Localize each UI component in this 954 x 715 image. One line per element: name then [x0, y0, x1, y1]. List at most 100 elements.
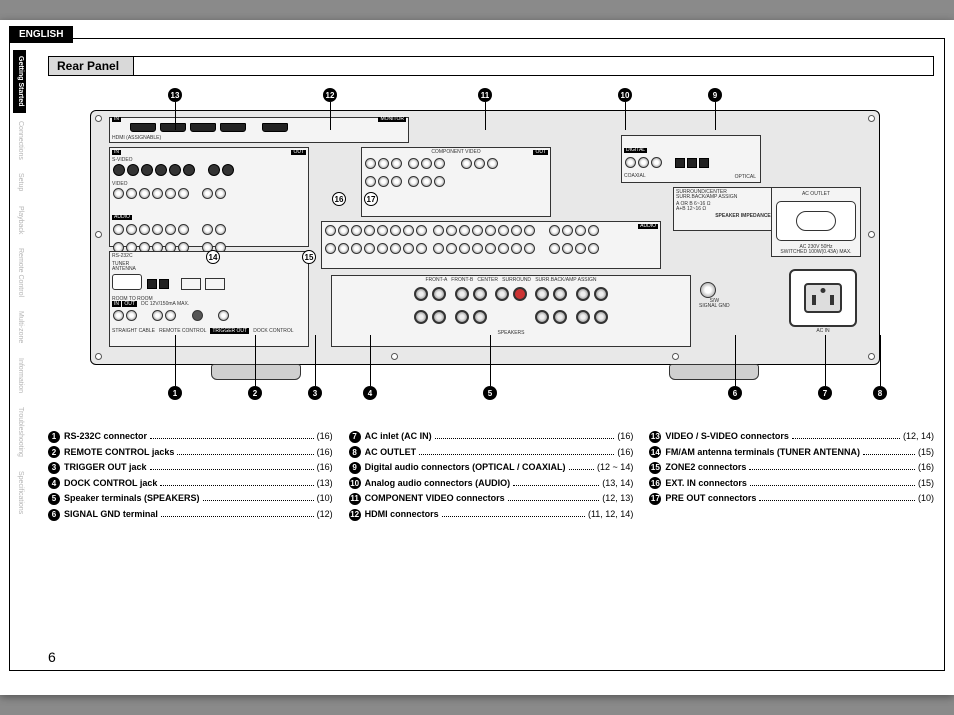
callout-number: 8: [873, 386, 887, 400]
legend-page: (13): [317, 477, 333, 490]
legend-dots: [442, 516, 585, 517]
callout-number: 5: [483, 386, 497, 400]
legend-number: 5: [48, 493, 60, 505]
legend-label: REMOTE CONTROL jacks: [64, 446, 174, 459]
side-nav: Getting StartedConnectionsSetupPlaybackR…: [13, 50, 26, 522]
callout-number: 17: [364, 192, 378, 206]
rule: [944, 38, 945, 671]
rule: [9, 38, 945, 39]
callout-number: 10: [618, 88, 632, 102]
legend-label: Analog audio connectors (AUDIO): [365, 477, 511, 490]
legend-number: 17: [649, 493, 661, 505]
legend-page: (12, 13): [602, 492, 633, 505]
legend-item: 1RS-232C connector(16): [48, 430, 333, 443]
legend-dots: [750, 485, 915, 486]
legend-page: (16): [918, 461, 934, 474]
legend-dots: [419, 454, 614, 455]
callout-number: 6: [728, 386, 742, 400]
legend-item: 17 PRE OUT connectors (10): [649, 492, 934, 505]
callout-number: 4: [363, 386, 377, 400]
legend-page: (15): [918, 446, 934, 459]
legend-number: 12: [349, 509, 361, 521]
side-nav-item: Playback: [13, 200, 26, 240]
legend-item: 4 DOCK CONTROL jack (13): [48, 477, 333, 490]
legend-dots: [863, 454, 915, 455]
legend-number: 3: [48, 462, 60, 474]
legend-number: 7: [349, 431, 361, 443]
legend-page: (16): [317, 446, 333, 459]
legend-number: 15: [649, 462, 661, 474]
callout-number: 16: [332, 192, 346, 206]
legend-label: RS-232C connector: [64, 430, 147, 443]
section-title-bar: Rear Panel: [48, 56, 934, 76]
legend-dots: [161, 516, 314, 517]
page-number: 6: [48, 649, 56, 665]
callout-number: 3: [308, 386, 322, 400]
legend-dots: [177, 454, 313, 455]
legend-dots: [513, 485, 599, 486]
legend-label: AC OUTLET: [365, 446, 417, 459]
legend-dots: [792, 438, 900, 439]
legend-label: HDMI connectors: [365, 508, 439, 521]
legend-label: VIDEO / S-VIDEO connectors: [665, 430, 789, 443]
legend-item: 3 TRIGGER OUT jack (16): [48, 461, 333, 474]
legend-number: 6: [48, 509, 60, 521]
legend-item: 6SIGNAL GND terminal(12): [48, 508, 333, 521]
legend-item: 14FM/AM antenna terminals (TUNER ANTENNA…: [649, 446, 934, 459]
legend-number: 4: [48, 477, 60, 489]
legend-label: AC inlet (AC IN): [365, 430, 432, 443]
side-nav-item: Remote Control: [13, 242, 26, 303]
side-nav-item: Connections: [13, 115, 26, 166]
legend-item: 11COMPONENT VIDEO connectors(12, 13): [349, 492, 634, 505]
legend-item: 13VIDEO / S-VIDEO connectors(12, 14): [649, 430, 934, 443]
legend-item: 15 ZONE2 connectors (16): [649, 461, 934, 474]
legend-dots: [203, 500, 314, 501]
legend-page: (11, 12, 14): [588, 508, 633, 521]
callout-number: 13: [168, 88, 182, 102]
legend-dots: [150, 469, 314, 470]
legend-number: 2: [48, 446, 60, 458]
legend-label: DOCK CONTROL jack: [64, 477, 157, 490]
legend-dots: [150, 438, 314, 439]
legend-item: 7AC inlet (AC IN)(16): [349, 430, 634, 443]
callout-number: 9: [708, 88, 722, 102]
side-nav-item: Information: [13, 352, 26, 399]
legend-number: 14: [649, 446, 661, 458]
side-nav-item: Multi-zone: [13, 305, 26, 349]
legend-page: (12): [317, 508, 333, 521]
legend-label: ZONE2 connectors: [665, 461, 746, 474]
legend-page: (16): [317, 461, 333, 474]
rear-panel-diagram: IN HDMI (ASSIGNABLE) MONITOR IN OUT S-VI…: [70, 88, 900, 393]
legend-dots: [160, 485, 313, 486]
legend-page: (10): [317, 492, 333, 505]
legend-page: (13, 14): [602, 477, 633, 490]
callout-number: 7: [818, 386, 832, 400]
callout-legend: 1 RS-232C connector (16) 2 REMOTE CONTROL ja…: [48, 430, 934, 524]
legend-number: 16: [649, 477, 661, 489]
callout-number: 15: [302, 250, 316, 264]
legend-page: (12, 14): [903, 430, 934, 443]
legend-label: PRE OUT connectors: [665, 492, 756, 505]
legend-number: 8: [349, 446, 361, 458]
chassis: IN HDMI (ASSIGNABLE) MONITOR IN OUT S-VI…: [90, 110, 880, 365]
legend-label: TRIGGER OUT jack: [64, 461, 147, 474]
callout-number: 2: [248, 386, 262, 400]
legend-column: 7AC inlet (AC IN)(16)8AC OUTLET(16)9Digi…: [349, 430, 634, 524]
legend-label: COMPONENT VIDEO connectors: [365, 492, 505, 505]
legend-dots: [749, 469, 915, 470]
side-nav-item: Setup: [13, 167, 26, 197]
legend-page: (12 ~ 14): [597, 461, 633, 474]
legend-number: 1: [48, 431, 60, 443]
legend-column: 13VIDEO / S-VIDEO connectors(12, 14)14FM…: [649, 430, 934, 524]
legend-dots: [759, 500, 915, 501]
language-tab: ENGLISH: [9, 26, 73, 43]
legend-number: 10: [349, 477, 361, 489]
legend-item: 10 Analog audio connectors (AUDIO) (13, 14…: [349, 477, 634, 490]
legend-page: (10): [918, 492, 934, 505]
side-nav-item: Specifications: [13, 465, 26, 520]
legend-item: 5Speaker terminals (SPEAKERS)(10): [48, 492, 333, 505]
legend-label: EXT. IN connectors: [665, 477, 747, 490]
section-title: Rear Panel: [49, 57, 134, 75]
legend-item: 9Digital audio connectors (OPTICAL / COA…: [349, 461, 634, 474]
legend-page: (15): [918, 477, 934, 490]
